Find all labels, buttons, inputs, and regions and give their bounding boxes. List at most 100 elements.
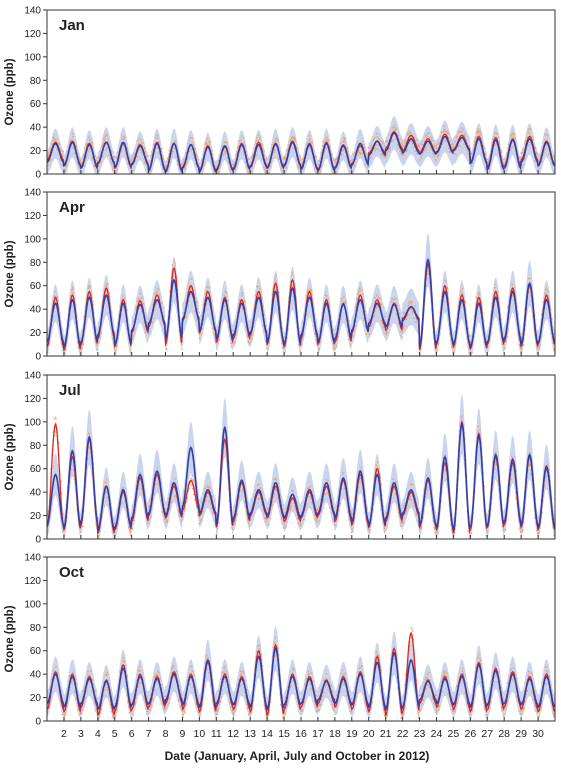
observation-point bbox=[132, 320, 135, 323]
observation-point bbox=[171, 264, 174, 266]
observation-point bbox=[348, 519, 351, 521]
observation-point bbox=[181, 713, 184, 716]
observation-point bbox=[224, 152, 227, 154]
observation-point bbox=[71, 132, 74, 135]
observation-point bbox=[343, 295, 345, 298]
observation-point bbox=[547, 463, 549, 466]
observation-point bbox=[511, 284, 514, 286]
observation-point bbox=[415, 139, 418, 141]
observation-point bbox=[255, 136, 258, 139]
observation-point bbox=[83, 164, 86, 167]
observation-point bbox=[408, 304, 411, 306]
observation-point bbox=[426, 486, 429, 489]
observation-point bbox=[470, 164, 473, 167]
observation-point bbox=[545, 144, 548, 146]
observation-point bbox=[552, 169, 555, 172]
observation-point bbox=[225, 291, 227, 294]
observation-point bbox=[368, 158, 371, 160]
observation-point bbox=[165, 160, 168, 163]
observation-point bbox=[103, 138, 106, 140]
observation-point bbox=[234, 153, 237, 156]
observation-point bbox=[227, 147, 230, 150]
observation-point bbox=[294, 139, 296, 142]
observation-point bbox=[432, 520, 434, 523]
observation-point bbox=[391, 140, 394, 143]
observation-point bbox=[271, 143, 274, 146]
observation-point bbox=[224, 150, 227, 153]
observation-point bbox=[420, 526, 423, 529]
observation-point bbox=[451, 146, 453, 149]
observation-point bbox=[126, 309, 129, 311]
observation-point bbox=[375, 132, 378, 135]
observation-point bbox=[91, 143, 94, 145]
observation-point bbox=[531, 135, 534, 138]
observation-point bbox=[285, 525, 287, 528]
observation-point bbox=[475, 296, 478, 299]
observation-point bbox=[361, 152, 363, 155]
observation-point bbox=[477, 430, 479, 433]
observation-point bbox=[345, 302, 347, 304]
observation-point bbox=[248, 340, 250, 343]
observation-point bbox=[259, 487, 262, 489]
observation-point bbox=[301, 338, 304, 341]
observation-point bbox=[130, 159, 132, 162]
observation-point bbox=[143, 325, 146, 328]
observation-point bbox=[464, 301, 467, 303]
observation-point bbox=[527, 131, 530, 134]
observation-point bbox=[122, 657, 125, 659]
observation-point bbox=[506, 335, 509, 338]
observation-point bbox=[230, 345, 233, 348]
observation-point bbox=[88, 681, 90, 683]
observation-point bbox=[103, 505, 105, 507]
observation-point bbox=[503, 348, 505, 351]
observation-point bbox=[350, 512, 353, 515]
observation-point bbox=[469, 340, 472, 343]
observation-point bbox=[177, 164, 179, 166]
observation-point bbox=[553, 155, 555, 158]
observation-point bbox=[141, 296, 144, 299]
observation-point bbox=[174, 264, 177, 267]
observation-point bbox=[392, 309, 394, 312]
observation-point bbox=[226, 299, 229, 302]
observation-point bbox=[124, 664, 127, 667]
observation-point bbox=[266, 163, 269, 166]
observation-point bbox=[70, 139, 72, 141]
observation-point bbox=[196, 308, 199, 310]
y-tick-label: 140 bbox=[24, 371, 41, 382]
observation-point bbox=[100, 712, 102, 715]
observation-point bbox=[179, 340, 182, 342]
observation-point bbox=[513, 133, 516, 136]
observation-point bbox=[121, 501, 124, 504]
observation-point bbox=[73, 152, 76, 155]
observation-point bbox=[419, 527, 422, 530]
observation-point bbox=[316, 521, 319, 523]
observation-point bbox=[259, 290, 262, 293]
observation-point bbox=[536, 153, 539, 156]
observation-point bbox=[164, 695, 167, 698]
observation-point bbox=[478, 293, 481, 296]
observation-point bbox=[229, 169, 231, 172]
observation-point bbox=[204, 488, 207, 490]
observation-point bbox=[180, 520, 183, 523]
observation-point bbox=[341, 473, 344, 475]
observation-point bbox=[341, 153, 343, 155]
observation-point bbox=[88, 432, 91, 435]
observation-point bbox=[265, 347, 268, 350]
observation-point bbox=[372, 139, 375, 142]
observation-point bbox=[49, 158, 52, 161]
observation-point bbox=[318, 519, 320, 522]
observation-point bbox=[304, 509, 307, 511]
y-tick-label: 60 bbox=[30, 464, 42, 475]
observation-point bbox=[437, 342, 440, 345]
observation-point bbox=[155, 483, 158, 485]
observation-point bbox=[435, 144, 438, 147]
observation-point bbox=[426, 135, 429, 138]
observation-point bbox=[388, 150, 390, 152]
observation-point bbox=[462, 128, 464, 131]
observation-point bbox=[335, 171, 337, 174]
observation-point bbox=[262, 325, 265, 327]
observation-point bbox=[165, 348, 168, 351]
observation-point bbox=[218, 170, 221, 173]
observation-point bbox=[147, 522, 150, 525]
observation-point bbox=[158, 293, 160, 296]
